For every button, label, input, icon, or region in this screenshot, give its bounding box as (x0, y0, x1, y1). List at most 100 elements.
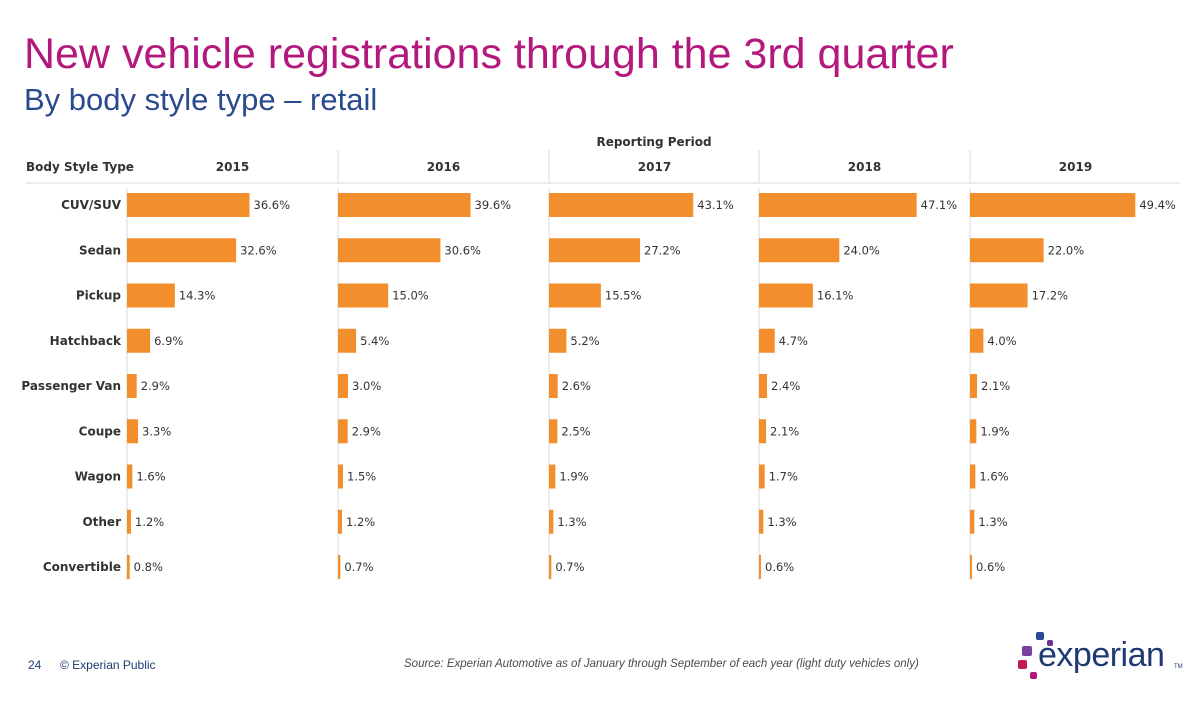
page-number: 24 (28, 658, 42, 672)
bar-2018-coupe (759, 419, 767, 444)
bar-2016-sedan (338, 238, 441, 263)
logo-dot-purple (1047, 640, 1053, 646)
bar-2015-passenger-van (127, 374, 137, 398)
value-label-2015-wagon: 1.6% (136, 470, 165, 484)
value-label-2016-other: 1.2% (346, 515, 375, 529)
value-label-2017-pickup: 15.5% (605, 289, 642, 303)
value-label-2015-pickup: 14.3% (179, 289, 216, 303)
bar-2019-convertible (970, 555, 973, 579)
value-label-2016-wagon: 1.5% (347, 470, 376, 484)
category-label-other: Other (82, 515, 121, 529)
bar-2016-wagon (338, 464, 344, 489)
logo-dot-pink (1018, 660, 1027, 669)
bar-2018-passenger-van (759, 374, 768, 398)
value-label-2017-coupe: 2.5% (561, 424, 590, 438)
value-label-2018-sedan: 24.0% (843, 243, 880, 257)
bar-2016-other (338, 509, 343, 534)
value-label-2019-sedan: 22.0% (1048, 243, 1085, 257)
value-label-2015-convertible: 0.8% (134, 560, 163, 574)
value-label-2017-passenger-van: 2.6% (562, 379, 591, 393)
bar-2016-passenger-van (338, 374, 349, 398)
bar-2019-other (970, 509, 975, 534)
bar-2018-cuv-suv (759, 193, 917, 217)
page-subtitle: By body style type – retail (24, 82, 378, 117)
bar-2017-other (549, 509, 554, 534)
value-label-2016-pickup: 15.0% (392, 289, 429, 303)
category-label-passenger-van: Passenger Van (21, 379, 121, 393)
value-label-2016-passenger-van: 3.0% (352, 379, 381, 393)
bar-2015-pickup (127, 283, 175, 308)
value-label-2019-coupe: 1.9% (980, 424, 1009, 438)
bar-2016-coupe (338, 419, 348, 444)
bar-2018-hatchback (759, 328, 775, 353)
category-label-wagon: Wagon (75, 470, 121, 484)
source-note: Source: Experian Automotive as of Januar… (404, 658, 919, 670)
bar-2015-convertible (127, 555, 130, 579)
body-style-type-header: Body Style Type (26, 160, 134, 174)
bar-2017-wagon (549, 464, 556, 489)
value-label-2017-convertible: 0.7% (555, 560, 584, 574)
value-label-2018-passenger-van: 2.4% (771, 379, 800, 393)
bar-2018-pickup (759, 283, 813, 308)
value-label-2017-cuv-suv: 43.1% (697, 198, 734, 212)
experian-logo: experian TM (1014, 630, 1184, 690)
bar-2018-sedan (759, 238, 840, 263)
bar-2018-other (759, 509, 764, 534)
value-label-2019-cuv-suv: 49.4% (1139, 198, 1176, 212)
value-label-2017-other: 1.3% (557, 515, 586, 529)
value-label-2016-sedan: 30.6% (444, 243, 481, 257)
value-label-2017-sedan: 27.2% (644, 243, 681, 257)
logo-dot-violet (1022, 646, 1032, 656)
year-header-2017: 2017 (638, 160, 671, 174)
value-label-2015-passenger-van: 2.9% (141, 379, 170, 393)
value-label-2016-hatchback: 5.4% (360, 334, 389, 348)
copyright-notice: © Experian Public (60, 658, 156, 672)
value-label-2019-pickup: 17.2% (1032, 289, 1069, 303)
value-label-2019-hatchback: 4.0% (987, 334, 1016, 348)
logo-trademark: TM (1174, 664, 1183, 670)
value-label-2015-hatchback: 6.9% (154, 334, 183, 348)
page-title: New vehicle registrations through the 3r… (24, 30, 954, 78)
bar-2015-hatchback (127, 328, 151, 353)
value-label-2018-wagon: 1.7% (769, 470, 798, 484)
reporting-period-label: Reporting Period (596, 135, 711, 149)
value-label-2019-passenger-van: 2.1% (981, 379, 1010, 393)
bar-2017-pickup (549, 283, 601, 308)
value-label-2018-convertible: 0.6% (765, 560, 794, 574)
bar-2015-other (127, 509, 132, 534)
bar-2019-passenger-van (970, 374, 978, 398)
value-label-2015-sedan: 32.6% (240, 243, 277, 257)
value-label-2015-other: 1.2% (135, 515, 164, 529)
value-label-2018-cuv-suv: 47.1% (921, 198, 958, 212)
bar-2015-cuv-suv (127, 193, 250, 217)
bar-2019-coupe (970, 419, 977, 444)
bar-2019-cuv-suv (970, 193, 1136, 217)
value-label-2019-wagon: 1.6% (979, 470, 1008, 484)
value-label-2018-coupe: 2.1% (770, 424, 799, 438)
logo-dot-magenta (1030, 672, 1037, 679)
year-header-2016: 2016 (427, 160, 460, 174)
bar-2017-hatchback (549, 328, 567, 353)
bar-2017-convertible (549, 555, 552, 579)
bar-2015-coupe (127, 419, 139, 444)
bar-2017-passenger-van (549, 374, 558, 398)
year-header-2015: 2015 (216, 160, 249, 174)
category-label-sedan: Sedan (79, 243, 121, 257)
category-label-convertible: Convertible (43, 560, 121, 574)
value-label-2015-coupe: 3.3% (142, 424, 171, 438)
value-label-2018-other: 1.3% (767, 515, 796, 529)
bar-2015-sedan (127, 238, 237, 263)
bar-2015-wagon (127, 464, 133, 489)
bar-2019-wagon (970, 464, 976, 489)
bar-2016-hatchback (338, 328, 357, 353)
category-label-cuv-suv: CUV/SUV (61, 198, 122, 212)
bar-2017-sedan (549, 238, 641, 263)
value-label-2017-wagon: 1.9% (559, 470, 588, 484)
logo-wordmark: experian (1038, 636, 1165, 674)
logo-dot-blue (1036, 632, 1044, 640)
category-label-coupe: Coupe (79, 424, 121, 438)
bar-2019-sedan (970, 238, 1044, 263)
value-label-2017-hatchback: 5.2% (570, 334, 599, 348)
value-label-2018-hatchback: 4.7% (779, 334, 808, 348)
